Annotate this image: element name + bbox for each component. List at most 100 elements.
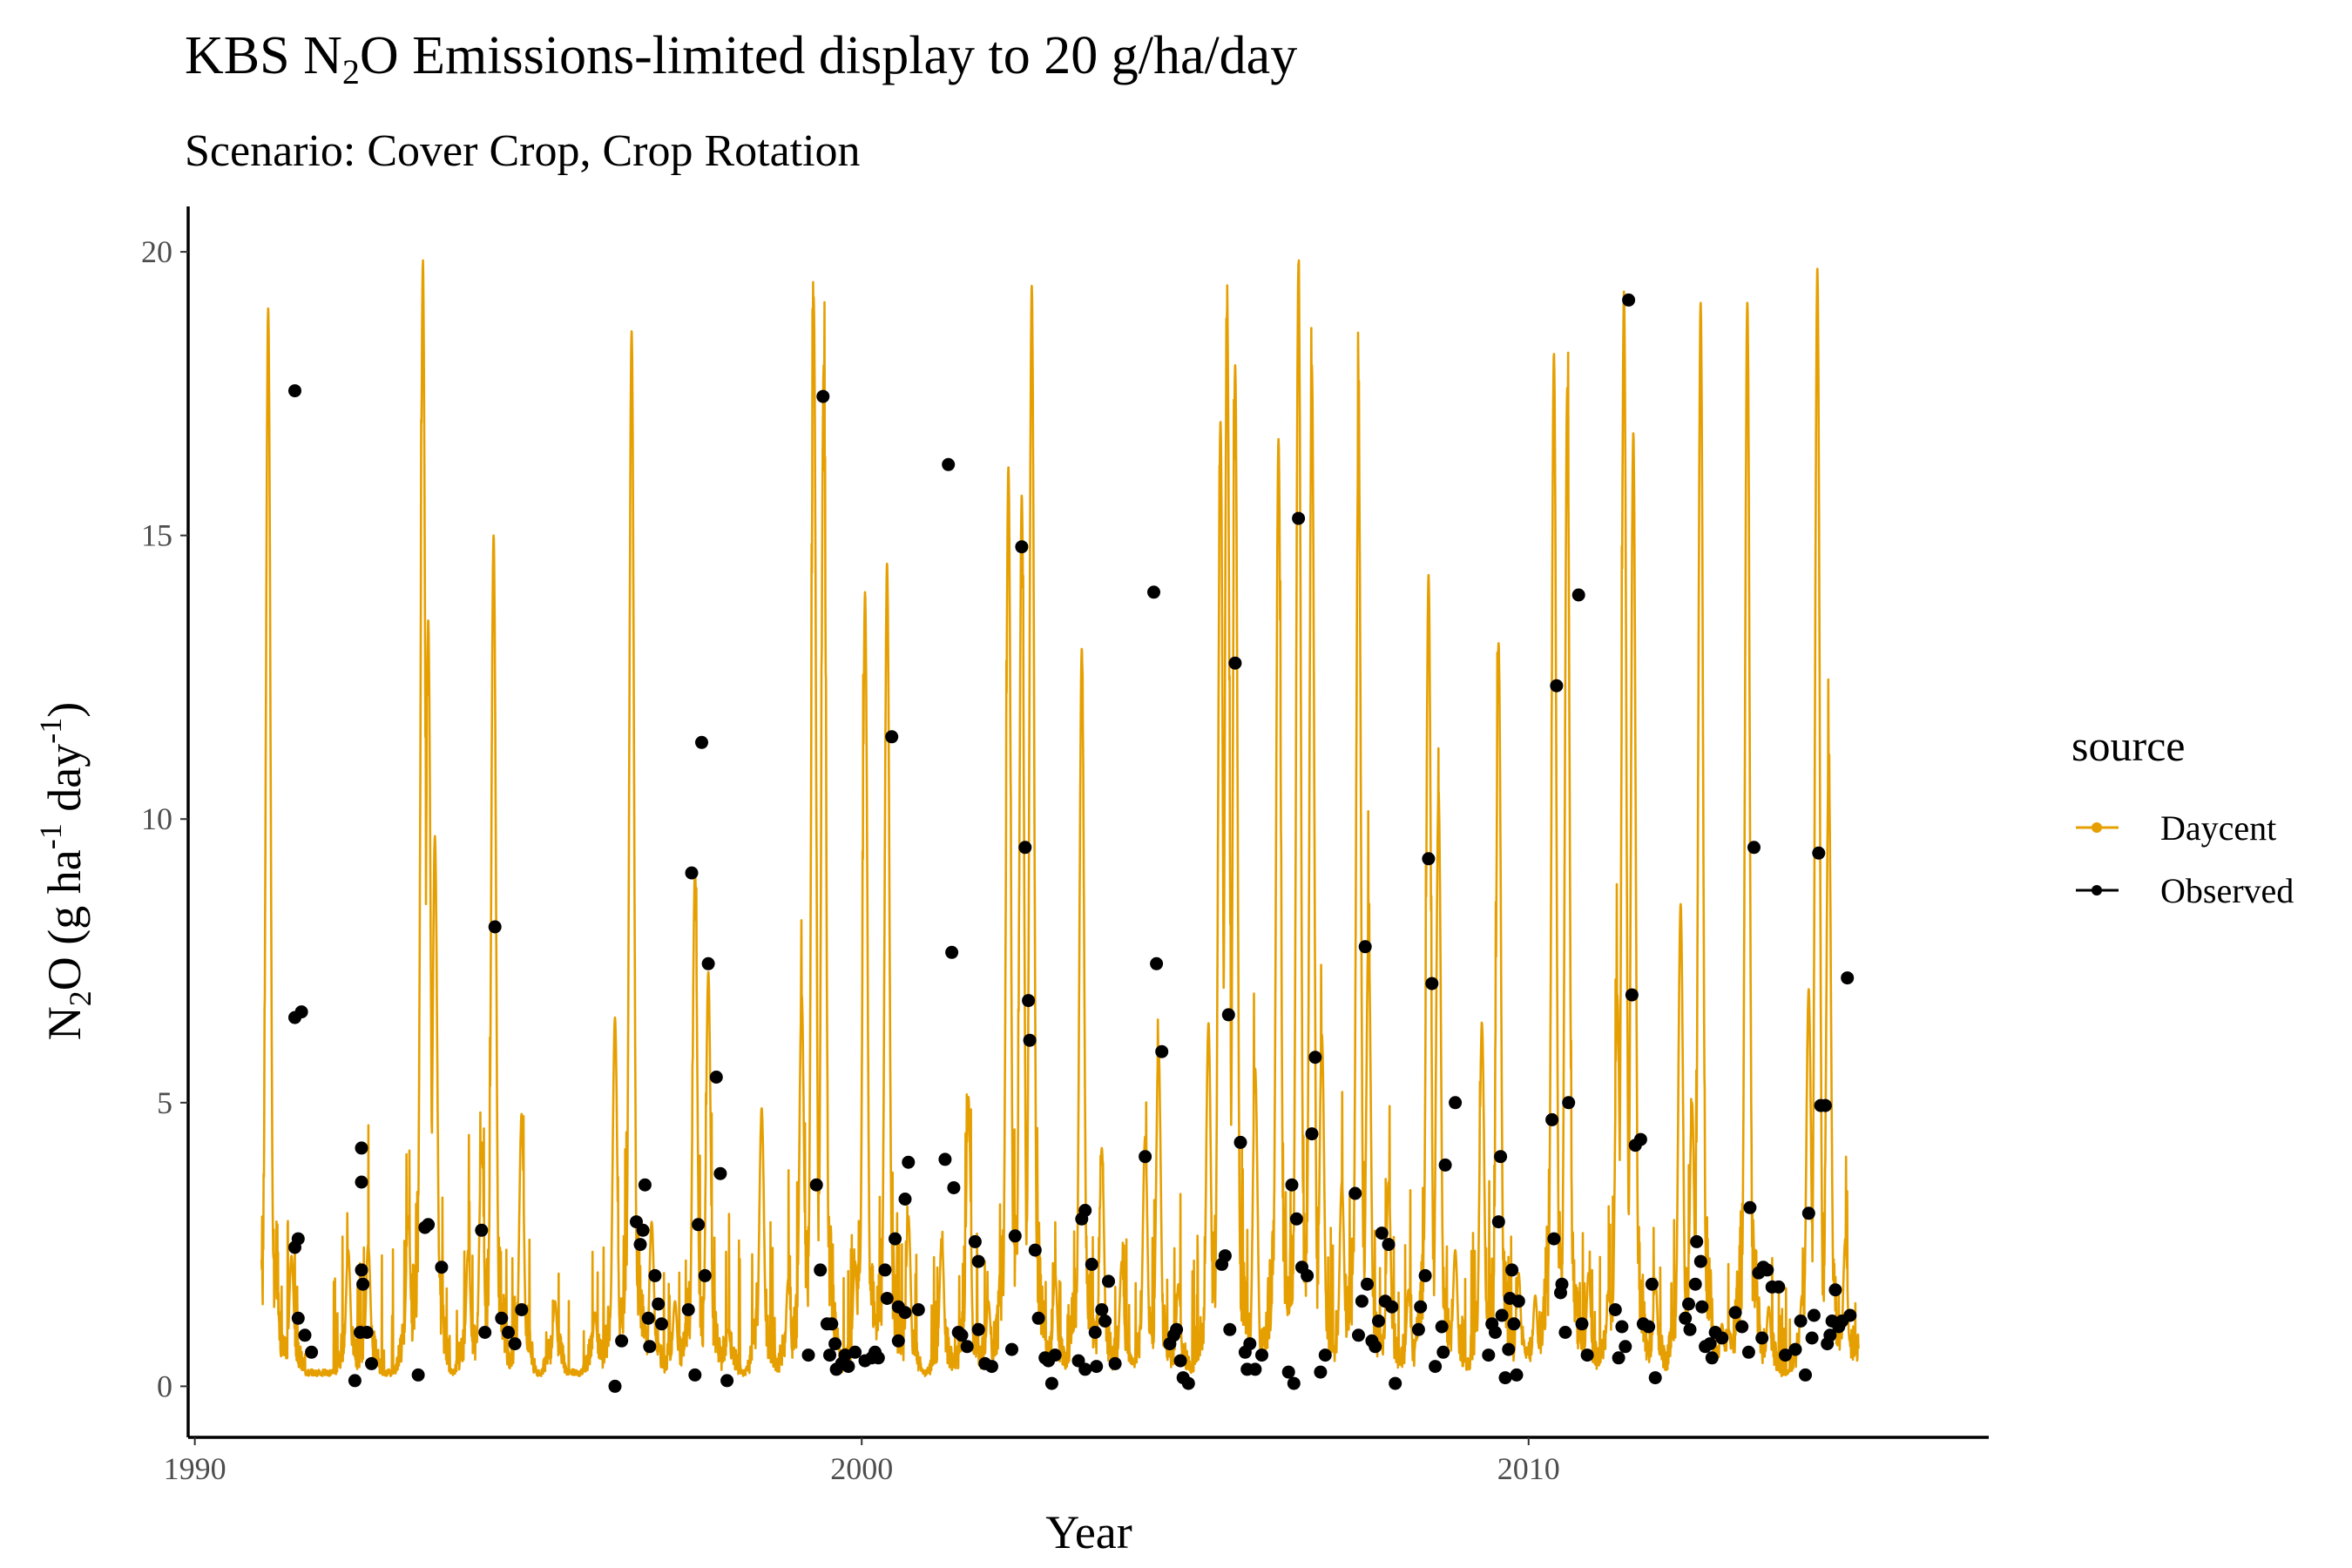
observed-point <box>1779 1348 1792 1362</box>
observed-point <box>355 1141 368 1155</box>
observed-point <box>495 1311 509 1325</box>
observed-point <box>1648 1371 1662 1385</box>
legend-entry-observed: Observed <box>2076 871 2294 910</box>
observed-point <box>1705 1351 1719 1365</box>
observed-point <box>816 389 830 403</box>
observed-point <box>1155 1044 1169 1058</box>
observed-point <box>1703 1337 1717 1351</box>
observed-point <box>1147 585 1160 599</box>
observed-point <box>1550 679 1564 693</box>
observed-point <box>1690 1234 1704 1248</box>
observed-point <box>1243 1337 1257 1351</box>
observed-point <box>1755 1331 1769 1345</box>
observed-point <box>508 1337 522 1351</box>
observed-point <box>1562 1096 1576 1110</box>
observed-point <box>1411 1322 1425 1336</box>
observed-point <box>422 1218 436 1232</box>
observed-point <box>478 1326 492 1339</box>
series-line-daycent <box>260 259 1860 1377</box>
observed-point <box>1555 1277 1569 1291</box>
observed-point <box>1015 540 1029 554</box>
observed-point <box>1355 1294 1369 1308</box>
observed-point <box>1571 588 1585 602</box>
observed-point <box>1622 293 1636 307</box>
observed-point <box>848 1345 862 1359</box>
observed-point <box>713 1166 727 1180</box>
observed-point <box>1382 1238 1396 1252</box>
observed-point <box>1233 1135 1247 1149</box>
observed-point <box>1358 940 1372 954</box>
observed-point <box>608 1379 622 1393</box>
observed-point <box>1170 1322 1184 1336</box>
y-tick-label: 20 <box>141 234 172 269</box>
observed-point <box>1491 1215 1505 1229</box>
observed-point <box>1642 1320 1656 1334</box>
observed-point <box>1575 1317 1589 1331</box>
y-tick-label: 10 <box>141 801 172 836</box>
observed-point <box>652 1297 666 1311</box>
observed-point <box>1429 1360 1443 1374</box>
observed-point <box>1375 1227 1389 1240</box>
observed-point <box>1741 1345 1755 1359</box>
observed-point <box>1181 1376 1195 1390</box>
observed-point <box>1511 1294 1525 1308</box>
observed-point <box>1495 1308 1509 1322</box>
observed-point <box>1735 1320 1749 1334</box>
observed-point <box>1505 1263 1519 1277</box>
observed-point <box>1625 988 1639 1002</box>
legend-key-point-daycent <box>2092 822 2102 833</box>
observed-point <box>1788 1342 1802 1356</box>
observed-point <box>1679 1311 1693 1325</box>
observed-point <box>356 1277 370 1291</box>
observed-point <box>1823 1328 1837 1342</box>
observed-point <box>1498 1371 1512 1385</box>
observed-point <box>1078 1362 1092 1376</box>
observed-point <box>898 1193 912 1206</box>
chart-title-subscript: 2 <box>342 52 360 91</box>
observed-point <box>1098 1315 1112 1328</box>
observed-point <box>880 1292 894 1305</box>
y-tick-label: 0 <box>157 1369 172 1403</box>
observed-point <box>1545 1112 1559 1126</box>
observed-point <box>1308 1051 1322 1064</box>
observed-point <box>1438 1158 1452 1172</box>
observed-point <box>1301 1268 1315 1282</box>
observed-point <box>681 1303 695 1316</box>
observed-point <box>655 1317 668 1331</box>
observed-point <box>823 1348 836 1362</box>
y-tick-label: 15 <box>141 518 172 553</box>
observed-point <box>1389 1376 1402 1390</box>
observed-point <box>720 1374 734 1388</box>
observed-point <box>1510 1368 1524 1382</box>
observed-point <box>1348 1186 1362 1200</box>
observed-point <box>1422 852 1436 866</box>
observed-point <box>1436 1345 1450 1359</box>
observed-point <box>1812 846 1826 860</box>
observed-point <box>1728 1306 1742 1320</box>
observed-point <box>502 1326 515 1339</box>
observed-point <box>1018 841 1032 855</box>
legend-label-observed: Observed <box>2160 871 2294 910</box>
observed-point <box>971 1322 985 1336</box>
observed-point <box>1023 1033 1037 1047</box>
observed-point <box>1022 994 1036 1008</box>
observed-point <box>1287 1376 1301 1390</box>
observed-point <box>1218 1249 1232 1263</box>
observed-point <box>1435 1320 1449 1334</box>
observed-point <box>1805 1331 1819 1345</box>
observed-point <box>1369 1340 1382 1354</box>
observed-point <box>814 1263 828 1277</box>
observed-point <box>1372 1315 1385 1328</box>
observed-point <box>636 1223 650 1237</box>
observed-point <box>1688 1277 1702 1291</box>
observed-point <box>947 1181 961 1194</box>
observed-point <box>638 1178 652 1192</box>
observed-point <box>688 1368 702 1382</box>
observed-point <box>288 1240 301 1254</box>
x-tick-label: 1990 <box>164 1451 226 1486</box>
observed-point <box>1031 1311 1045 1325</box>
y-axis-title: N2O (g ha-1 day-1) <box>33 702 98 1040</box>
observed-point <box>1807 1308 1821 1322</box>
observed-point <box>1078 1204 1092 1217</box>
